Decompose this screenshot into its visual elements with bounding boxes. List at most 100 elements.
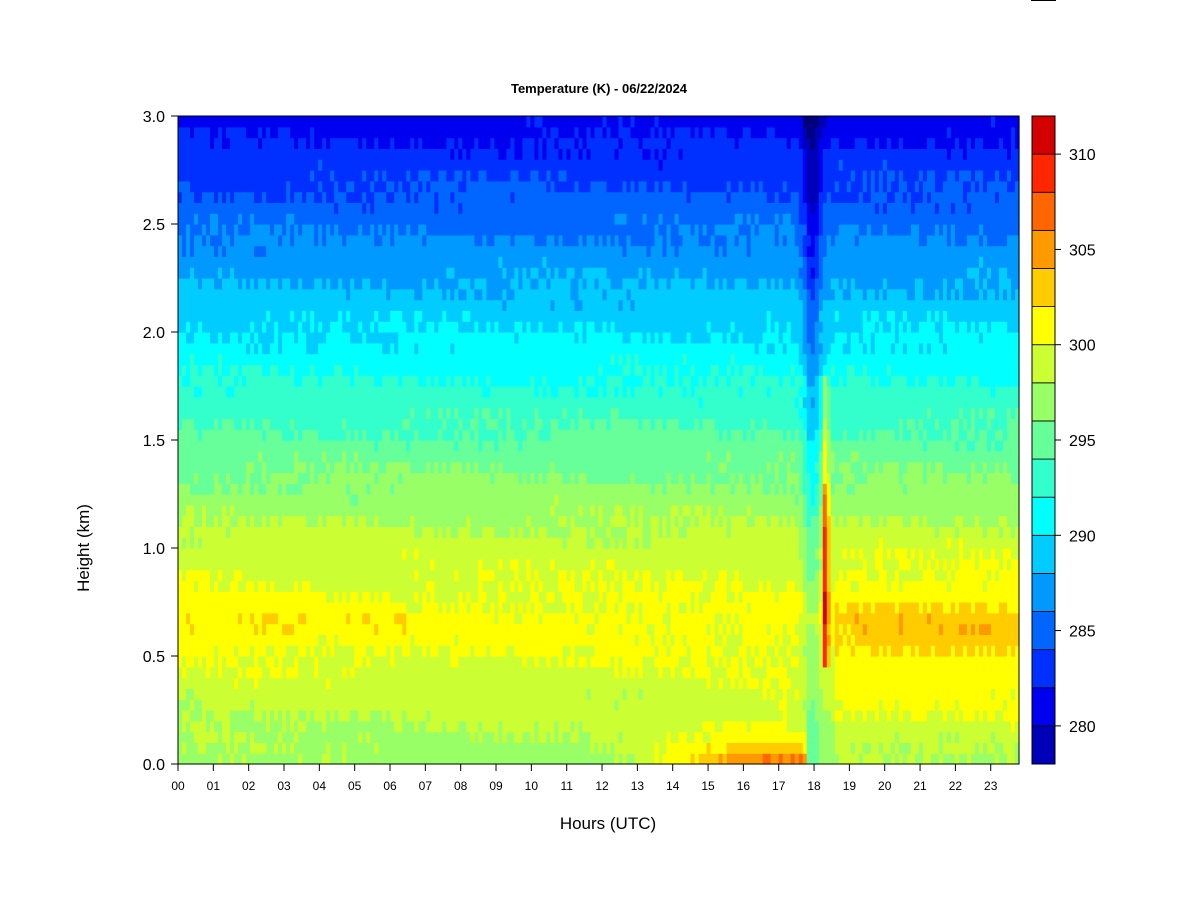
heat-cell: [810, 699, 816, 711]
heat-cell: [470, 429, 475, 441]
heat-cell: [742, 386, 768, 398]
heat-cell: [922, 461, 928, 473]
heat-cell: [866, 569, 880, 581]
heat-cell: [186, 666, 207, 679]
heat-cell: [750, 504, 804, 517]
heat-cell: [302, 753, 323, 765]
heat-cell: [578, 472, 588, 484]
heat-cell: [682, 515, 692, 527]
heat-cell: [526, 418, 536, 430]
heat-cell: [298, 666, 315, 679]
heat-cell: [378, 623, 403, 635]
heat-cell: [490, 602, 495, 614]
heat-cell: [582, 569, 592, 581]
heat-cell: [614, 386, 620, 398]
heat-cell: [790, 137, 800, 149]
heat-cell: [986, 407, 996, 419]
heat-cell: [814, 461, 820, 473]
heat-cell: [290, 191, 295, 203]
heat-cell: [334, 364, 343, 376]
heat-cell: [874, 332, 896, 344]
heat-cell: [934, 321, 944, 333]
heat-cell: [802, 342, 812, 355]
heat-cell: [298, 645, 307, 657]
heat-cell: [630, 472, 636, 484]
heat-cell: [374, 440, 379, 452]
heat-cell: [906, 418, 916, 430]
heat-cell: [654, 180, 660, 193]
heat-cell: [466, 288, 475, 301]
heat-cell: [514, 580, 519, 592]
heat-cell: [862, 602, 872, 614]
heat-cell: [330, 710, 335, 722]
heat-cell: [778, 515, 784, 527]
heat-cell: [798, 634, 808, 646]
heat-cell: [806, 364, 820, 376]
heat-cell: [850, 548, 856, 560]
heat-cell: [598, 602, 608, 614]
heat-cell: [390, 645, 395, 657]
heat-cell: [278, 483, 283, 495]
heat-cell: [770, 677, 780, 689]
heat-cell: [426, 580, 435, 592]
heat-cell: [178, 234, 183, 247]
heat-cell: [1002, 742, 1016, 754]
heat-cell: [918, 429, 924, 441]
heat-cell: [418, 191, 435, 203]
heat-cell: [478, 558, 483, 571]
heat-cell: [434, 321, 439, 333]
heat-cell: [798, 526, 808, 538]
heat-cell: [722, 677, 732, 689]
heat-cell: [374, 321, 379, 333]
heat-cell: [846, 429, 860, 441]
heat-cell: [826, 353, 1020, 365]
heat-cell: [414, 634, 455, 646]
heat-cell: [610, 321, 616, 333]
heat-cell: [938, 731, 944, 743]
heat-cell: [762, 656, 768, 668]
heat-cell: [662, 332, 672, 344]
heat-cell: [362, 224, 371, 236]
heat-cell: [722, 515, 728, 527]
heat-cell: [894, 191, 904, 203]
heat-cell: [658, 116, 804, 128]
heat-cell: [742, 580, 760, 592]
heat-cell: [630, 180, 636, 193]
heat-cell: [990, 623, 1020, 635]
heat-cell: [894, 699, 900, 711]
heat-cell: [978, 234, 984, 247]
heat-cell: [230, 191, 235, 203]
heat-cell: [370, 591, 375, 603]
heat-cell: [622, 386, 628, 398]
heat-cell: [778, 656, 784, 668]
heat-cell: [222, 656, 227, 668]
heat-cell: [686, 645, 692, 657]
heat-cell: [830, 623, 836, 635]
heat-cell: [750, 245, 800, 257]
heat-cell: [534, 137, 540, 149]
heat-cell: [750, 180, 756, 193]
heat-cell: [930, 548, 936, 560]
heat-cell: [686, 332, 692, 344]
heat-cell: [766, 310, 772, 322]
heat-cell: [650, 483, 656, 495]
heat-cell: [418, 180, 423, 193]
heat-cell: [858, 224, 868, 236]
heat-cell: [942, 623, 960, 635]
heat-cell: [542, 148, 548, 160]
heat-cell: [746, 515, 756, 527]
heat-cell: [902, 515, 912, 527]
heat-cell: [330, 742, 343, 754]
heat-cell: [582, 504, 592, 517]
heat-cell: [598, 515, 604, 527]
heat-cell: [874, 558, 884, 571]
heat-cell: [698, 224, 704, 236]
heat-cell: [886, 288, 908, 301]
heat-cell: [262, 137, 295, 149]
heat-cell: [254, 332, 259, 344]
heat-cell: [774, 342, 784, 355]
heat-cell: [778, 213, 784, 225]
heat-cell: [562, 407, 568, 419]
heat-cell: [514, 731, 524, 743]
heat-cell: [178, 537, 183, 549]
